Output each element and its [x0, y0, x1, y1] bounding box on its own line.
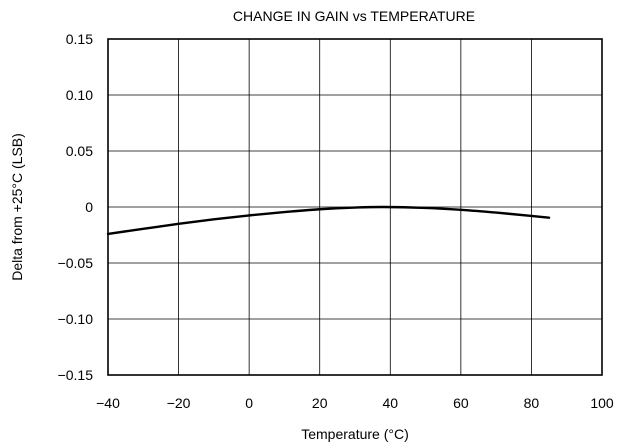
x-tick-label: 40 — [382, 395, 398, 411]
x-tick-label: −40 — [96, 395, 120, 411]
x-tick-label: 80 — [524, 395, 540, 411]
chart-title: CHANGE IN GAIN vs TEMPERATURE — [233, 8, 475, 24]
x-tick-label: 0 — [245, 395, 253, 411]
y-axis-label: Delta from +25°C (LSB) — [9, 133, 25, 281]
y-tick-label: −0.05 — [58, 255, 94, 271]
y-tick-label: −0.10 — [58, 311, 94, 327]
y-tick-labels: 0.15 0.10 0.05 0 −0.05 −0.10 −0.15 — [58, 31, 94, 383]
x-tick-labels: −40 −20 0 20 40 60 80 100 — [96, 395, 614, 411]
y-tick-label: 0.10 — [66, 87, 93, 103]
y-tick-label: 0.05 — [66, 143, 93, 159]
x-tick-label: 100 — [590, 395, 614, 411]
y-tick-label: 0.15 — [66, 31, 93, 47]
x-tick-label: 60 — [453, 395, 469, 411]
y-tick-label: 0 — [85, 199, 93, 215]
x-tick-label: −20 — [167, 395, 191, 411]
y-tick-label: −0.15 — [58, 367, 94, 383]
data-series — [108, 207, 549, 234]
series-line — [108, 207, 549, 234]
x-axis-label: Temperature (°C) — [301, 426, 409, 442]
x-tick-label: 20 — [312, 395, 328, 411]
